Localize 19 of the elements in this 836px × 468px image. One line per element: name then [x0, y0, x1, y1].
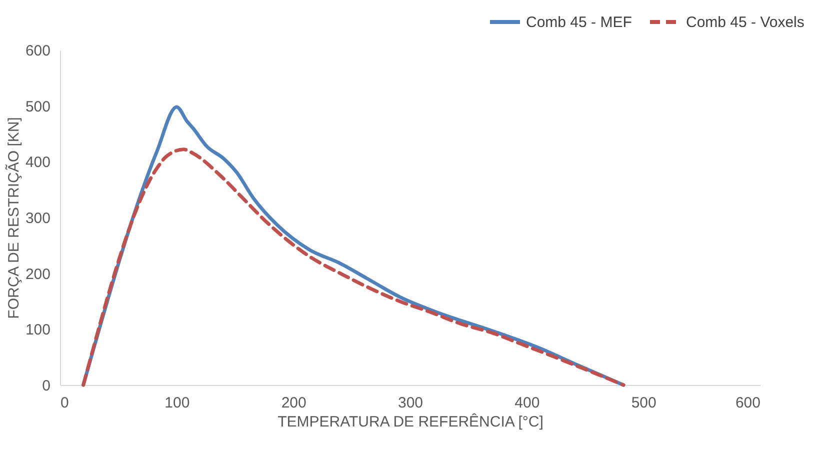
x-tick-label: 600 — [735, 394, 760, 412]
x-axis-title: TEMPERATURA DE REFERÊNCIA [°C] — [278, 412, 544, 430]
y-tick-label: 100 — [25, 322, 50, 339]
y-tick-label: 400 — [25, 154, 50, 172]
line-series — [82, 148, 626, 387]
x-tick-label: 300 — [398, 394, 424, 412]
x-tick-label: 100 — [164, 394, 190, 412]
legend-label: Comb 45 - Voxels — [686, 14, 804, 31]
y-axis-title: FORÇA DE RESTRIÇÃO [KN] — [4, 117, 22, 319]
x-tick-label: 400 — [514, 394, 540, 412]
x-tick-label: 500 — [631, 394, 656, 412]
y-tick-label: 600 — [25, 42, 50, 60]
x-tick-label: 200 — [281, 394, 306, 412]
legend-label: Comb 45 - MEF — [526, 14, 632, 31]
y-tick-label: 500 — [25, 98, 50, 116]
y-tick-label: 200 — [25, 266, 50, 283]
x-tick-label: 0 — [60, 394, 69, 412]
y-tick-label: 300 — [25, 210, 50, 227]
y-tick-label: 0 — [42, 378, 50, 394]
